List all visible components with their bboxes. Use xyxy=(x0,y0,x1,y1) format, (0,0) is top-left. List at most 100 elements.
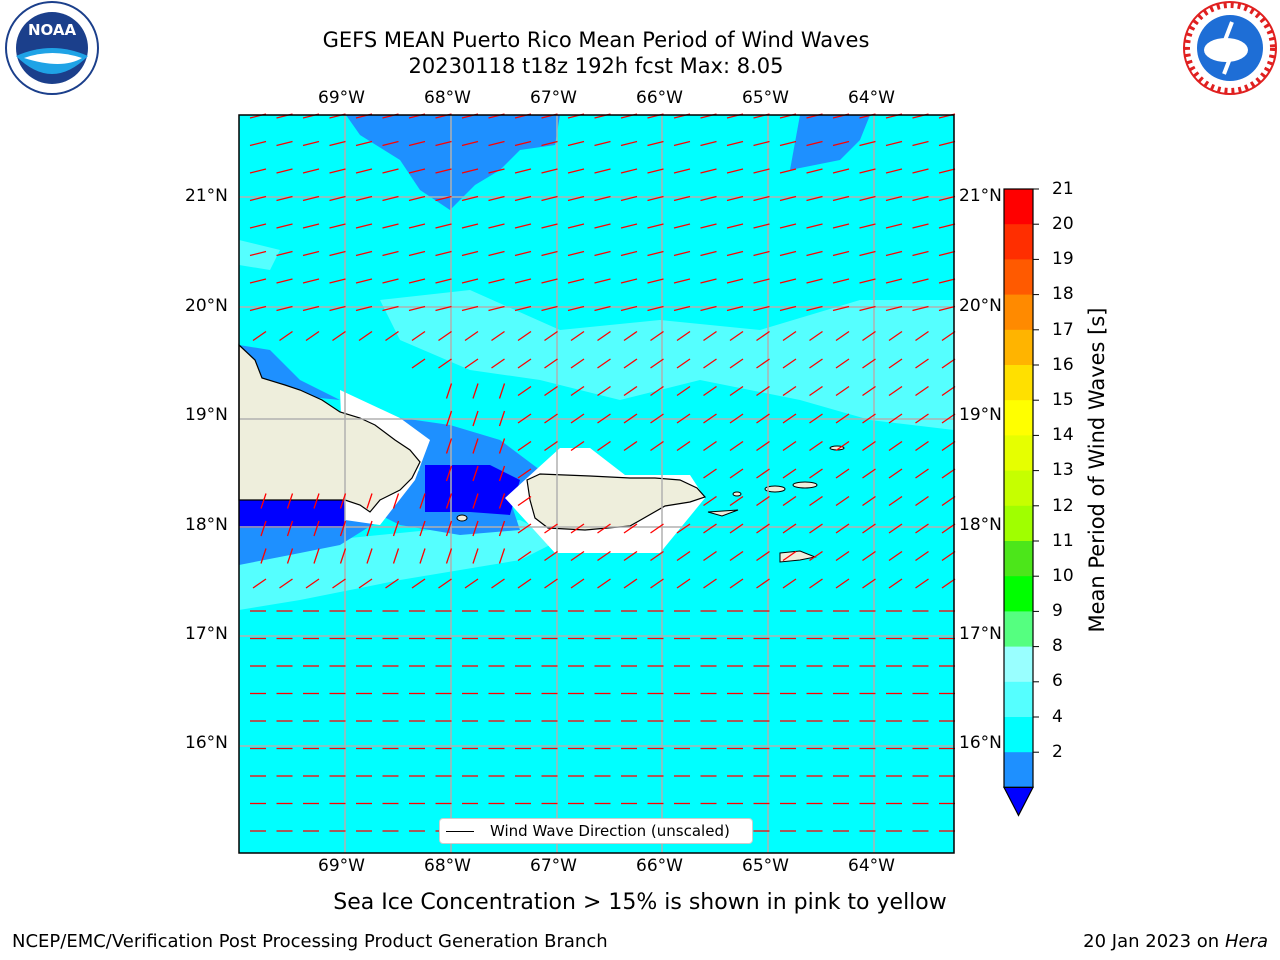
wind-direction-arrow xyxy=(620,140,638,147)
wind-direction-arrow xyxy=(544,330,558,342)
wind-direction-arrow xyxy=(703,440,717,452)
wind-direction-arrow xyxy=(517,468,532,479)
wind-direction-arrow xyxy=(806,195,823,202)
wind-direction-arrow xyxy=(597,413,611,424)
wind-direction-arrow xyxy=(862,358,876,369)
wind-direction-arrow xyxy=(756,495,770,507)
wind-direction-arrow xyxy=(382,195,399,202)
colorbar-segment xyxy=(1004,505,1033,542)
wind-direction-arrow xyxy=(464,330,479,342)
wind-direction-arrow xyxy=(888,523,903,534)
wind-direction-arrow xyxy=(915,468,929,479)
wind-direction-arrow xyxy=(859,195,876,202)
colorbar-segment xyxy=(1004,259,1033,296)
wind-direction-arrow xyxy=(915,413,929,424)
wind-direction-arrow xyxy=(756,358,770,369)
wind-direction-arrow xyxy=(302,140,320,147)
wind-direction-arrow xyxy=(703,523,717,534)
wind-direction-arrow xyxy=(726,140,744,147)
wind-direction-arrow xyxy=(472,465,479,482)
wind-direction-arrow xyxy=(673,140,691,147)
wind-direction-arrow xyxy=(650,385,664,397)
wind-direction-arrow xyxy=(779,250,797,257)
wind-direction-arrow xyxy=(888,495,903,507)
wind-direction-arrow xyxy=(809,440,823,452)
wind-direction-arrow xyxy=(305,578,320,589)
virgin-islands xyxy=(792,481,818,489)
wind-direction-arrow xyxy=(517,330,532,342)
wind-direction-arrow xyxy=(806,250,823,257)
wind-direction-arrow xyxy=(700,195,717,202)
wind-direction-arrow xyxy=(313,520,320,537)
wind-direction-arrow xyxy=(647,140,664,147)
wind-direction-arrow xyxy=(276,168,293,174)
colorbar-segment xyxy=(1004,224,1033,260)
wind-direction-arrow xyxy=(753,223,770,229)
wind-direction-arrow xyxy=(329,250,346,257)
wind-direction-arrow xyxy=(570,523,585,534)
wind-direction-arrow xyxy=(329,195,346,202)
legend: Wind Wave Direction (unscaled) xyxy=(439,818,753,844)
wind-direction-arrow xyxy=(782,330,797,342)
wind-direction-arrow xyxy=(594,223,611,229)
wind-direction-arrow xyxy=(408,168,426,174)
wind-direction-arrow xyxy=(835,385,850,397)
wind-direction-arrow xyxy=(835,358,850,369)
wind-direction-arrow xyxy=(756,578,770,589)
colorbar-segment xyxy=(1004,646,1033,683)
wind-direction-arrow xyxy=(673,305,691,312)
lon-label-bottom: 69°W xyxy=(318,856,365,876)
wind-direction-arrow xyxy=(544,385,558,397)
lon-label-bottom: 68°W xyxy=(424,856,471,876)
footer-right: 20 Jan 2023 on Hera xyxy=(1083,931,1268,952)
wind-direction-arrow xyxy=(286,493,294,509)
wind-direction-arrow xyxy=(779,305,797,312)
wind-direction-arrow xyxy=(544,358,558,369)
wind-direction-arrow xyxy=(862,440,876,452)
colorbar-segment xyxy=(1004,400,1033,436)
wind-direction-arrow xyxy=(355,140,373,147)
wind-direction-arrow xyxy=(729,495,744,507)
wind-direction-arrow xyxy=(753,140,770,147)
wind-direction-arrow xyxy=(517,440,532,452)
wind-direction-arrow xyxy=(647,168,664,174)
wind-direction-arrow xyxy=(779,140,797,147)
wind-direction-arrow xyxy=(941,358,956,369)
wind-direction-arrow xyxy=(941,440,956,452)
wind-direction-arrow xyxy=(835,578,850,589)
lat-label-right: 21°N xyxy=(959,186,1002,206)
wind-direction-arrow xyxy=(779,223,797,229)
wind-direction-arrow xyxy=(411,330,426,342)
st-croix-island xyxy=(779,550,817,563)
wind-direction-arrow xyxy=(355,250,373,257)
vieques-island xyxy=(707,509,739,517)
wind-direction-arrow xyxy=(753,278,770,284)
wind-direction-arrow xyxy=(517,358,532,369)
lat-label-right: 19°N xyxy=(959,405,1002,425)
wind-direction-arrow xyxy=(514,278,532,284)
colorbar-segment xyxy=(1004,470,1033,507)
wind-direction-arrow xyxy=(408,140,426,147)
wind-direction-arrow xyxy=(544,550,558,562)
wind-direction-arrow xyxy=(620,250,638,257)
wind-direction-arrow xyxy=(806,140,823,147)
wind-direction-arrow xyxy=(650,330,664,342)
wind-direction-arrow xyxy=(570,358,585,369)
colorbar-tick: 18 xyxy=(1052,284,1074,304)
wind-direction-arrow xyxy=(782,578,797,589)
wind-direction-arrow xyxy=(498,548,506,564)
wind-direction-arrow xyxy=(249,250,267,257)
wind-direction-arrow xyxy=(382,250,399,257)
wind-direction-arrow xyxy=(859,250,876,257)
wind-direction-arrow xyxy=(912,140,929,147)
colorbar-tick: 14 xyxy=(1052,425,1074,445)
wind-direction-arrow xyxy=(726,305,744,312)
wind-direction-arrow xyxy=(358,330,373,342)
wind-direction-arrow xyxy=(594,250,611,257)
wind-direction-arrow xyxy=(703,413,717,424)
wind-direction-arrow xyxy=(623,578,638,589)
wind-direction-arrow xyxy=(544,523,558,534)
wind-direction-arrow xyxy=(544,440,558,452)
lat-label-left: 19°N xyxy=(185,405,228,425)
colorbar-segment xyxy=(1004,611,1033,648)
